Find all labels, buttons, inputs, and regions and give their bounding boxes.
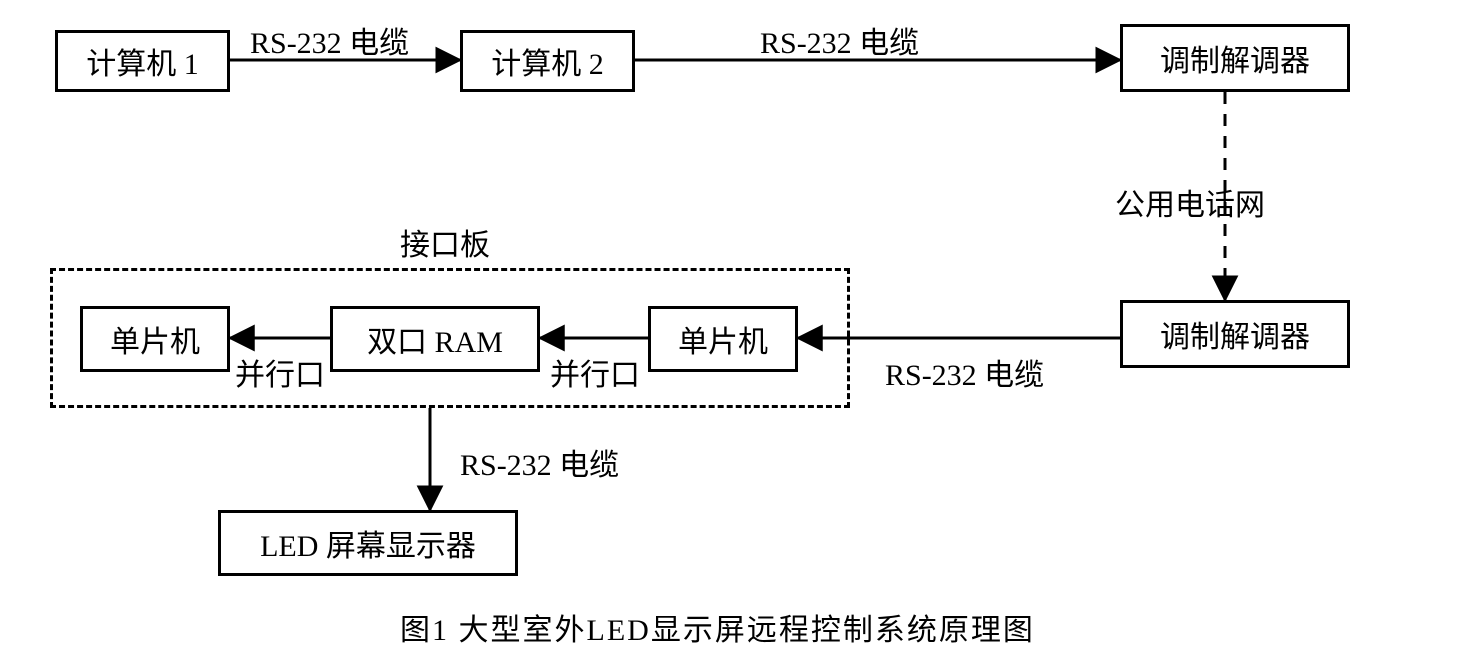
node-label: 调制解调器 — [1160, 312, 1310, 356]
node-modem-2: 调制解调器 — [1120, 300, 1350, 368]
edge-label-rs232-4: RS-232 电缆 — [460, 440, 619, 484]
node-modem-1: 调制解调器 — [1120, 24, 1350, 92]
node-computer-2: 计算机 2 — [460, 30, 635, 92]
figure-caption: 图1 大型室外LED显示屏远程控制系统原理图 — [400, 605, 1035, 649]
node-label: 调制解调器 — [1160, 36, 1310, 80]
node-label: LED 屏幕显示器 — [260, 521, 476, 565]
edge-label-rs232-1: RS-232 电缆 — [250, 18, 409, 62]
node-label: 单片机 — [110, 317, 200, 361]
edge-label-rs232-3: RS-232 电缆 — [885, 350, 1044, 394]
node-label: 计算机 1 — [86, 39, 199, 83]
node-label: 双口 RAM — [367, 317, 503, 361]
node-label: 计算机 2 — [491, 39, 604, 83]
node-mcu-right: 单片机 — [648, 306, 798, 372]
edge-label-rs232-2: RS-232 电缆 — [760, 18, 919, 62]
diagram-canvas: 接口板 计算机 1 计算机 2 调制解调器 调制解调器 单片机 双口 RAM 单… — [0, 0, 1479, 667]
edge-label-parallel-2: 并行口 — [235, 350, 325, 394]
node-label: 单片机 — [678, 317, 768, 361]
node-computer-1: 计算机 1 — [55, 30, 230, 92]
node-mcu-left: 单片机 — [80, 306, 230, 372]
edge-label-parallel-1: 并行口 — [550, 350, 640, 394]
node-led-display: LED 屏幕显示器 — [218, 510, 518, 576]
interface-board-label: 接口板 — [400, 220, 490, 264]
edge-label-pstn: 公用电话网 — [1115, 180, 1265, 224]
node-dual-port-ram: 双口 RAM — [330, 306, 540, 372]
